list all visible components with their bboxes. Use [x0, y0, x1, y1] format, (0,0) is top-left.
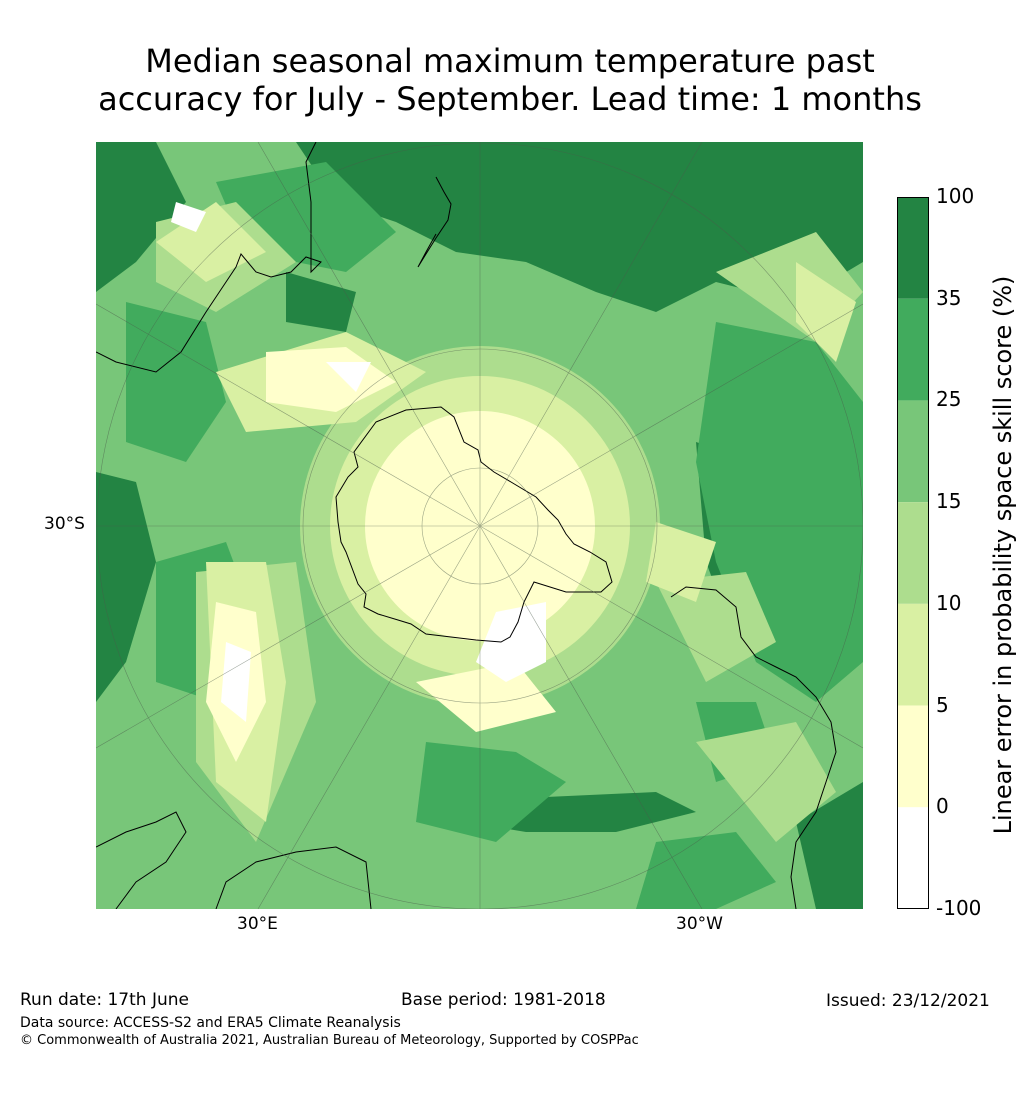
colorbar-tick-label: 35 [936, 285, 962, 310]
copyright: © Commonwealth of Australia 2021, Austra… [20, 1033, 639, 1048]
colorbar-bin [897, 807, 929, 909]
skill-negative-regions [171, 202, 546, 722]
graticule [96, 142, 863, 909]
colorbar-title: Linear error in probability space skill … [989, 275, 1017, 835]
issued-date: Issued: 23/12/2021 [826, 991, 990, 1011]
colorbar-bin [897, 400, 929, 503]
colorbar-tick-label: -100 [936, 896, 982, 920]
new-zealand-coastline [417, 176, 452, 268]
colorbar-tick-label: 15 [936, 489, 962, 514]
colorbar-bin [897, 603, 929, 706]
skill-score-map [96, 142, 863, 909]
lat-label-30s: 30°S [44, 514, 85, 534]
colorbar-tick-label: 25 [936, 387, 962, 412]
colorbar-tick-label: 100 [936, 184, 975, 208]
colorbar-bin [897, 502, 929, 604]
title-line-2: accuracy for July - September. Lead time… [98, 80, 922, 118]
colorbar-bin [897, 298, 929, 401]
colorbar-tick-label: 10 [936, 590, 962, 615]
australia-coastline [96, 142, 322, 373]
colorbar [897, 197, 929, 909]
africa-coastline [96, 811, 372, 909]
data-source: Data source: ACCESS-S2 and ERA5 Climate … [20, 1015, 401, 1031]
colorbar-bin [897, 705, 929, 808]
title-line-1: Median seasonal maximum temperature past [145, 42, 875, 80]
colorbar-tick-label: 5 [936, 692, 949, 717]
colorbar-bin [897, 197, 929, 299]
lon-label-30e: 30°E [237, 914, 278, 934]
south-america-coastline [670, 586, 837, 909]
base-period: Base period: 1981-2018 [401, 990, 606, 1010]
colorbar-tick-label: 0 [936, 794, 949, 819]
run-date: Run date: 17th June [20, 990, 189, 1010]
lon-label-30w: 30°W [676, 914, 723, 934]
